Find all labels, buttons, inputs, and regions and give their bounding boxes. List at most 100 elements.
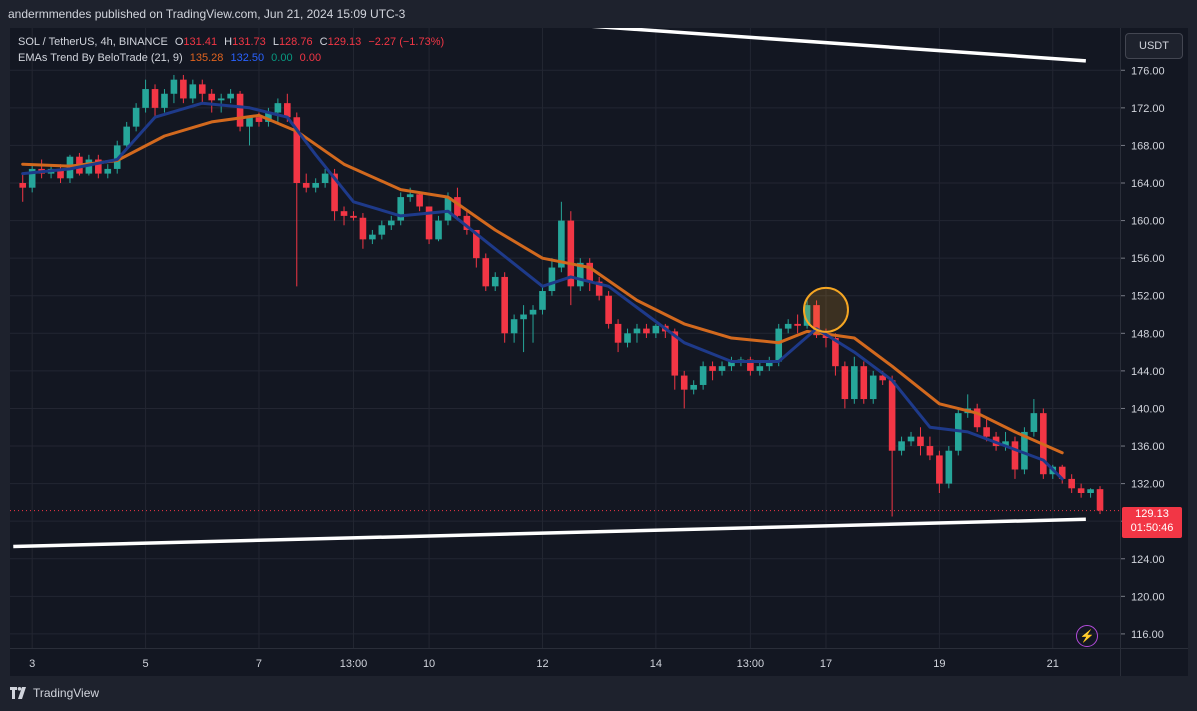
time-tick-label: 10	[423, 658, 435, 670]
open-label: O	[174, 36, 184, 48]
time-tick-label: 7	[256, 658, 262, 670]
candle-body	[690, 384, 697, 390]
candle-body	[926, 446, 934, 456]
candle-body	[293, 117, 301, 183]
price-tick-label: 140.00	[1131, 403, 1165, 415]
candle-body	[387, 220, 395, 226]
lightning-icon[interactable]: ⚡	[1076, 625, 1098, 647]
indicator-label[interactable]: EMAs Trend By BeloTrade (21, 9)	[18, 52, 183, 64]
price-axis[interactable]: 116.00120.00124.00128.00132.00136.00140.…	[1120, 28, 1188, 648]
ema-slow-line	[21, 113, 1064, 455]
candle-body	[1068, 478, 1075, 489]
low-label: L	[272, 36, 279, 48]
candle-body	[170, 79, 178, 94]
candle-body	[624, 333, 631, 343]
candle-body	[869, 375, 877, 400]
candle-body	[208, 93, 216, 101]
currency-button[interactable]: USDT	[1125, 33, 1183, 59]
candle-body	[1087, 489, 1094, 493]
candle-body	[520, 314, 527, 320]
candle-body	[671, 331, 679, 376]
candle-body	[189, 84, 197, 99]
candle-body	[775, 328, 783, 362]
header: andermmendes published on TradingView.co…	[0, 0, 1197, 28]
candle-body	[331, 173, 338, 212]
candle-body	[728, 361, 735, 367]
time-tick-label: 13:00	[737, 658, 765, 670]
candle-body	[1030, 413, 1038, 432]
candle-body	[435, 220, 442, 240]
low-value: 128.76	[278, 36, 313, 48]
candle-body	[350, 215, 357, 218]
ema-fast-line	[21, 101, 1064, 481]
candle-body	[113, 145, 121, 169]
candle-body	[482, 258, 490, 287]
time-tick-label: 5	[143, 658, 149, 670]
candle-body	[633, 328, 641, 334]
candle-body	[539, 291, 546, 310]
indicator-row: EMAs Trend By BeloTrade (21, 9) 135.28 1…	[18, 50, 444, 66]
close-label: C	[319, 36, 328, 48]
trendline	[13, 517, 1086, 549]
candle-body	[95, 159, 102, 174]
time-axis[interactable]: 3 5 7 13:00 10 12 14 13:00 17 19 21	[10, 648, 1120, 677]
candle-body	[397, 197, 405, 221]
price-tick-label: 144.00	[1131, 366, 1165, 378]
axis-corner	[1120, 648, 1188, 677]
candle-body	[747, 359, 754, 371]
candle-body	[104, 168, 112, 174]
candle-body	[151, 89, 159, 108]
candle-body	[945, 450, 953, 484]
candle-body	[548, 267, 556, 292]
last-price: 129.13	[1135, 508, 1169, 520]
candle-body	[680, 375, 688, 390]
candle-body	[1011, 441, 1019, 470]
candle-body	[510, 319, 518, 334]
time-tick-label: 13:00	[340, 658, 368, 670]
tradingview-logo-icon	[10, 687, 28, 699]
symbol-row: SOL / TetherUS, 4h, BINANCE O131.41 H131…	[18, 34, 444, 50]
ema-r-value: 0.00	[299, 52, 322, 64]
ema-g-value: 0.00	[271, 52, 293, 64]
candle-body	[898, 441, 905, 451]
high-value: 131.73	[232, 36, 266, 48]
candle-body	[794, 323, 801, 326]
trendline	[591, 28, 1086, 63]
candle-body	[284, 103, 291, 118]
time-tick-label: 19	[933, 658, 945, 670]
candle-body	[973, 408, 981, 428]
candle-body	[274, 103, 282, 113]
candle-body	[586, 262, 594, 282]
candle-body	[822, 335, 830, 338]
candle-body	[765, 361, 773, 367]
candle-body	[501, 276, 508, 334]
candle-body	[851, 366, 858, 400]
time-tick-label: 12	[536, 658, 548, 670]
candle-body	[236, 93, 244, 127]
candle-body	[19, 183, 27, 188]
brand[interactable]: TradingView	[10, 686, 99, 700]
price-tick-label: 124.00	[1131, 554, 1165, 566]
candle-body	[28, 168, 36, 188]
change-value: −2.27 (−1.73%)	[368, 36, 445, 48]
candle-body	[813, 305, 820, 336]
candle-body	[359, 217, 367, 240]
price-tick-label: 132.00	[1131, 479, 1165, 491]
chart-area[interactable]	[10, 28, 1120, 648]
candle-body	[614, 323, 622, 343]
countdown: 01:50:46	[1130, 522, 1174, 534]
candle-body	[161, 93, 168, 108]
symbol-label[interactable]: SOL / TetherUS, 4h, BINANCE	[18, 36, 168, 48]
candle-body	[1021, 431, 1028, 470]
candle-body	[57, 168, 64, 179]
time-tick-label: 14	[650, 658, 662, 670]
candle-body	[756, 366, 764, 371]
price-tick-label: 168.00	[1131, 140, 1165, 152]
time-tick-label: 17	[820, 658, 832, 670]
price-tick-label: 136.00	[1131, 441, 1165, 453]
candle-body	[123, 126, 130, 146]
highlight-circle	[802, 286, 849, 333]
candle-body	[1077, 488, 1085, 493]
candle-body	[265, 112, 272, 122]
open-value: 131.41	[183, 36, 218, 48]
